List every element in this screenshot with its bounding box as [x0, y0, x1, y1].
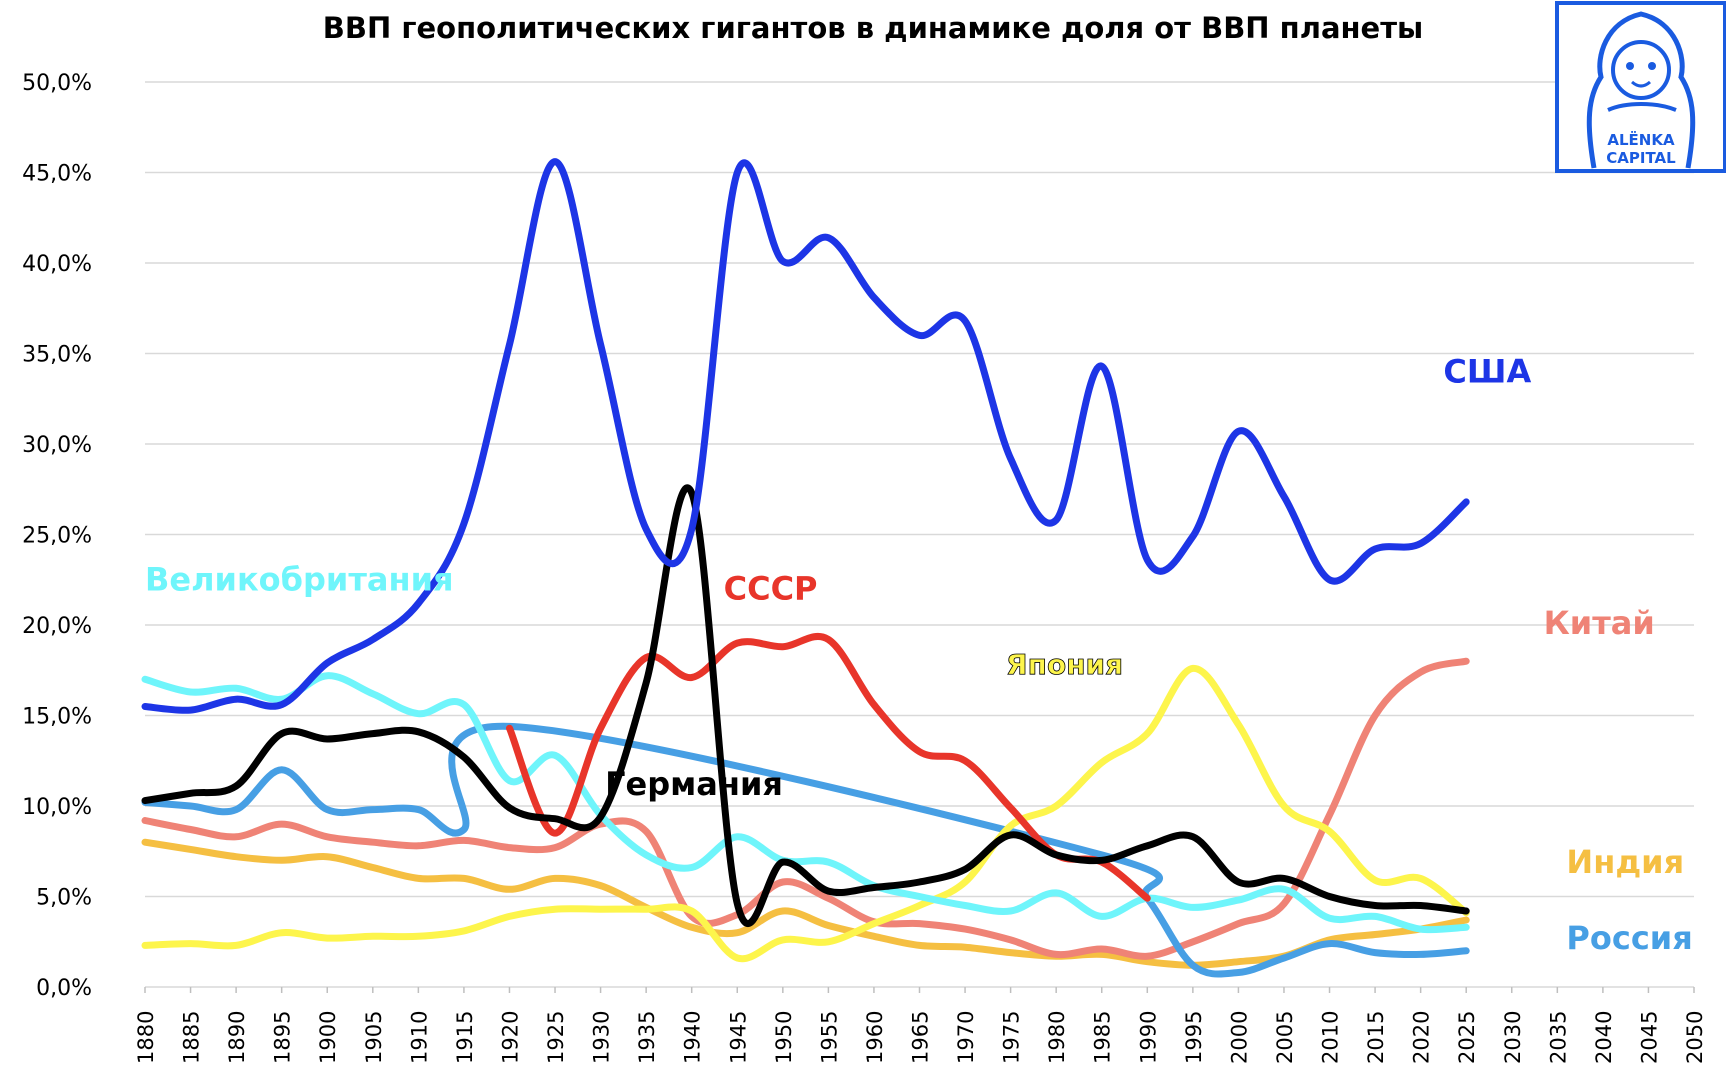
matryoshka-mouth-icon [1631, 80, 1651, 88]
x-tick-label: 1955 [817, 1011, 841, 1064]
x-tick-label: 2005 [1273, 1011, 1297, 1064]
series-line-Россия [141, 722, 1470, 978]
series-line-Япония [141, 664, 1470, 963]
x-tick-label: 1945 [726, 1011, 750, 1064]
x-tick-label: 1965 [909, 1011, 933, 1064]
series-labels: США Великобритания СССР Китай Япония Германия… [145, 352, 1693, 957]
x-tick-label: 2050 [1683, 1011, 1707, 1064]
series-label-Великобритания: Великобритания [145, 561, 454, 599]
logo-text-line1: ALЁNKA [1607, 130, 1675, 149]
y-tick-label: 50,0% [22, 71, 92, 96]
grid [145, 81, 1694, 988]
x-tick-label: 1970 [954, 1011, 978, 1064]
x-tick-label: 1930 [590, 1011, 614, 1064]
x-tick-label: 1920 [498, 1011, 522, 1064]
x-tick-label: 2045 [1637, 1011, 1661, 1064]
y-tick-label: 5,0% [36, 886, 92, 911]
matryoshka-face-icon [1611, 40, 1671, 100]
x-tick-label: 2015 [1364, 1011, 1388, 1064]
x-tick-label: 1935 [635, 1011, 659, 1064]
y-tick-label: 25,0% [22, 524, 92, 549]
y-tick-label: 45,0% [22, 162, 92, 187]
logo-text-line2: CAPITAL [1606, 149, 1676, 167]
y-tick-label: 10,0% [22, 795, 92, 820]
x-tick-label: 2035 [1546, 1011, 1570, 1064]
series-line-Китай [141, 657, 1470, 960]
y-tick-label: 40,0% [22, 252, 92, 277]
matryoshka-scarf-icon [1607, 102, 1677, 112]
y-tick-label: 0,0% [36, 976, 92, 1001]
x-tick-label: 1890 [225, 1011, 249, 1064]
x-tick-label: 2030 [1501, 1011, 1525, 1064]
matryoshka-eye-icon [1648, 62, 1656, 70]
x-tick-label: 1880 [134, 1011, 158, 1064]
x-tick-label: 1925 [544, 1011, 568, 1064]
x-tick-label: 1980 [1045, 1011, 1069, 1064]
x-tick-label: 1910 [407, 1011, 431, 1064]
x-axis-ticks: 1880 1885 1890 1895 1900 1905 1910 1915 1920 1925… [134, 987, 1707, 1064]
chart-title: ВВП геополитических гигантов в динамике … [323, 11, 1424, 45]
x-tick-label: 1885 [180, 1011, 204, 1064]
series-line-СССР [506, 632, 1151, 902]
series-line-Великобритания [141, 672, 1470, 934]
x-tick-label: 1975 [1000, 1011, 1024, 1064]
alenka-capital-logo: ALЁNKA CAPITAL [1555, 1, 1726, 173]
x-tick-label: 2010 [1319, 1011, 1343, 1064]
x-tick-label: 1940 [681, 1011, 705, 1064]
x-tick-label: 1915 [453, 1011, 477, 1064]
series-label-США: США [1443, 352, 1531, 390]
x-tick-label: 1900 [316, 1011, 340, 1064]
series-line-Индия [141, 838, 1470, 969]
x-tick-label: 1960 [863, 1011, 887, 1064]
x-tick-label: 1985 [1091, 1011, 1115, 1064]
y-tick-label: 15,0% [22, 705, 92, 730]
y-tick-label: 30,0% [22, 433, 92, 458]
x-tick-label: 1950 [772, 1011, 796, 1064]
series-label-Индия: Индия [1566, 843, 1684, 881]
series-label-СССР: СССР [724, 570, 818, 608]
series-label-Китай: Китай [1544, 604, 1655, 642]
x-tick-label: 1895 [271, 1011, 295, 1064]
x-tick-label: 1990 [1136, 1011, 1160, 1064]
y-tick-label: 20,0% [22, 614, 92, 639]
x-tick-label: 2040 [1592, 1011, 1616, 1064]
x-tick-label: 1995 [1182, 1011, 1206, 1064]
series-label-Германия: Германия [605, 765, 783, 803]
x-tick-label: 2020 [1410, 1011, 1434, 1064]
x-tick-label: 2000 [1227, 1011, 1251, 1064]
series-line-Германия [141, 484, 1470, 927]
series-label-Россия: Россия [1566, 919, 1692, 957]
series-lines [141, 158, 1470, 978]
x-tick-label: 1905 [362, 1011, 386, 1064]
series-label-Япония: Япония [1006, 648, 1123, 681]
matryoshka-icon [1586, 11, 1696, 169]
x-tick-label: 2025 [1455, 1011, 1479, 1064]
series-line-США [141, 158, 1470, 714]
y-tick-label: 35,0% [22, 343, 92, 368]
matryoshka-eye-icon [1626, 62, 1634, 70]
y-axis-ticks: 0,0% 5,0% 10,0% 15,0% 20,0% 25,0% 30,0% 35,0% 40… [22, 71, 92, 1001]
